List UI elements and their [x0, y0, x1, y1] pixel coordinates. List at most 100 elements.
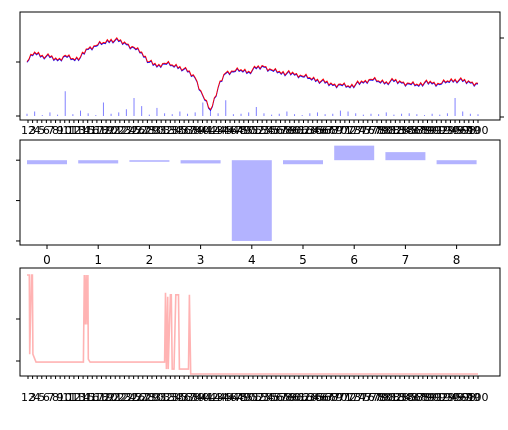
- price-series: [26, 37, 479, 111]
- x-tick-label: 83: [393, 391, 407, 404]
- x-tick-label: 84: [398, 391, 412, 404]
- signal-line: [27, 274, 478, 375]
- x-tick-label: 16: [85, 391, 99, 404]
- x-tick-label: 21: [108, 391, 122, 404]
- x-tick-label: 58: [278, 124, 292, 137]
- x-tick-label: 88: [416, 391, 430, 404]
- x-tick-label: 67: [319, 391, 333, 404]
- x-tick-label: 98: [462, 391, 476, 404]
- x-tick-label: 32: [159, 124, 173, 137]
- bottom-line: [27, 274, 478, 375]
- x-tick-label: 81: [384, 124, 398, 137]
- x-tick-label: 42: [205, 124, 219, 137]
- bottom-y-ticks: [16, 318, 20, 362]
- x-tick-label: 71: [338, 124, 352, 137]
- x-tick-label: 17: [90, 391, 104, 404]
- x-tick-label: 14: [76, 124, 90, 137]
- x-tick-label: 92: [434, 124, 448, 137]
- x-tick-label: 38: [186, 124, 200, 137]
- x-tick-label: 0: [43, 253, 51, 267]
- x-tick-label: 46: [223, 124, 237, 137]
- x-tick-label: 13: [72, 124, 86, 137]
- x-tick-label: 59: [283, 124, 297, 137]
- x-tick-label: 93: [439, 391, 453, 404]
- x-tick-label: 10: [58, 391, 72, 404]
- x-tick-label: 94: [443, 124, 457, 137]
- x-tick-label: 44: [214, 124, 228, 137]
- x-tick-label: 35: [173, 124, 187, 137]
- x-tick-label: 6: [350, 253, 358, 267]
- x-tick-label: 55: [264, 124, 278, 137]
- middle-panel-frame: [19, 139, 501, 246]
- x-tick-label: 5: [38, 124, 45, 137]
- x-tick-label: 64: [306, 391, 320, 404]
- x-tick-label: 95: [448, 124, 462, 137]
- x-tick-label: 45: [218, 124, 232, 137]
- x-tick-label: 62: [297, 391, 311, 404]
- x-tick-label: 41: [200, 391, 214, 404]
- x-tick-label: 37: [182, 391, 196, 404]
- x-tick-label: 28: [140, 124, 154, 137]
- x-tick-label: 74: [352, 391, 366, 404]
- x-tick-label: 97: [457, 391, 471, 404]
- x-tick-label: 75: [356, 391, 370, 404]
- x-tick-label: 5: [299, 253, 307, 267]
- x-tick-label: 80: [379, 391, 393, 404]
- x-tick-label: 38: [186, 391, 200, 404]
- x-tick-label: 87: [411, 124, 425, 137]
- x-tick-label: 77: [365, 391, 379, 404]
- x-tick-label: 65: [310, 391, 324, 404]
- x-tick-label: 26: [131, 391, 145, 404]
- x-tick-label: 79: [375, 124, 389, 137]
- x-tick-label: 90: [425, 124, 439, 137]
- x-tick-label: 73: [347, 391, 361, 404]
- x-tick-label: 82: [388, 124, 402, 137]
- x-tick-label: 31: [154, 124, 168, 137]
- x-tick-label: 46: [223, 391, 237, 404]
- x-tick-label: 3: [29, 124, 36, 137]
- x-tick-label: 8: [453, 253, 461, 267]
- x-tick-label: 70: [333, 124, 347, 137]
- x-tick-label: 96: [453, 391, 467, 404]
- x-tick-label: 47: [228, 124, 242, 137]
- x-tick-label: 18: [94, 124, 108, 137]
- x-tick-label: 11: [62, 124, 76, 137]
- x-tick-label: 63: [301, 124, 315, 137]
- x-tick-label: 83: [393, 124, 407, 137]
- x-tick-label: 78: [370, 124, 384, 137]
- x-tick-label: 41: [200, 124, 214, 137]
- x-tick-label: 9: [57, 391, 64, 404]
- x-tick-label: 92: [434, 391, 448, 404]
- x-tick-label: 90: [425, 391, 439, 404]
- bar: [180, 160, 221, 164]
- x-tick-label: 14: [76, 391, 90, 404]
- x-tick-label: 49: [237, 391, 251, 404]
- x-tick-label: 56: [269, 391, 283, 404]
- x-tick-label: 61: [292, 124, 306, 137]
- x-tick-label: 3: [29, 391, 36, 404]
- x-tick-label: 78: [370, 391, 384, 404]
- x-tick-label: 51: [246, 391, 260, 404]
- x-tick-label: 72: [342, 124, 356, 137]
- x-tick-label: 15: [81, 124, 95, 137]
- x-tick-label: 49: [237, 124, 251, 137]
- bar: [334, 145, 375, 161]
- x-tick-label: 59: [283, 391, 297, 404]
- x-tick-label: 44: [214, 391, 228, 404]
- x-tick-label: 97: [457, 124, 471, 137]
- x-tick-label: 71: [338, 391, 352, 404]
- x-tick-label: 43: [209, 391, 223, 404]
- x-tick-label: 4: [34, 124, 41, 137]
- x-tick-label: 88: [416, 124, 430, 137]
- x-tick-label: 18: [94, 391, 108, 404]
- x-tick-label: 26: [131, 124, 145, 137]
- x-tick-label: 39: [191, 124, 205, 137]
- x-tick-label: 80: [379, 124, 393, 137]
- x-tick-label: 12: [67, 391, 81, 404]
- bar: [27, 160, 67, 165]
- x-tick-label: 19: [99, 391, 113, 404]
- bar: [283, 160, 323, 165]
- x-tick-label: 68: [324, 391, 338, 404]
- x-tick-label: 20: [104, 124, 118, 137]
